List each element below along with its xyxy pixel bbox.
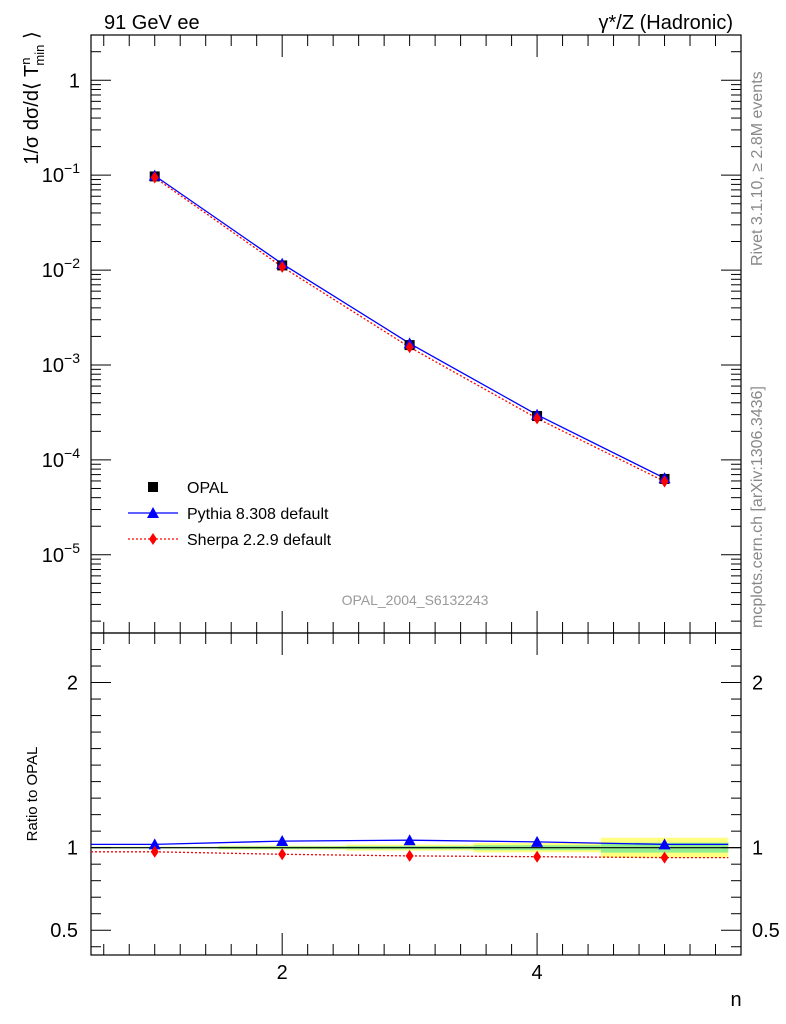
header-right-title: γ*/Z (Hadronic) (599, 12, 733, 34)
ratio-y-tick-label-right: 1 (752, 838, 763, 860)
main-y-axis-label: 1/σ dσ/d⟨ Tnmin ⟩ (18, 31, 47, 165)
ratio-x-tick-label: 4 (532, 962, 543, 984)
ratio-y-axis-label: Ratio to OPAL (24, 747, 41, 842)
sherpa-point (533, 412, 542, 425)
ratio-y-tick-label-left: 2 (67, 673, 78, 695)
ratio-y-tick-label-right: 0.5 (752, 920, 780, 942)
ratio-x-tick-label: 2 (277, 962, 288, 984)
ratio-series-layer (91, 834, 729, 864)
main-y-tick-label: 1 (69, 70, 80, 92)
legend-label: Sherpa 2.2.9 default (187, 532, 332, 549)
ratio-sherpa-point (660, 851, 669, 864)
sherpa-point (405, 341, 414, 354)
ratio-pythia-point (276, 835, 289, 847)
ratio-pythia-point (658, 838, 671, 850)
ratio-y-tick-label-left: 1 (67, 838, 78, 860)
x-axis-label: n (730, 989, 741, 1011)
header-left-title: 91 GeV ee (104, 12, 200, 34)
sherpa-line (154, 176, 665, 482)
ratio-y-tick-label-right: 2 (752, 673, 763, 695)
main-y-tick-label: 10−3 (42, 350, 80, 377)
pythia-line (154, 175, 665, 479)
legend-label: Pythia 8.308 default (187, 506, 329, 523)
analysis-label: OPAL_2004_S6132243 (342, 592, 489, 608)
svg-text:1/σ dσ/d⟨ Tnmin ⟩: 1/σ dσ/d⟨ Tnmin ⟩ (18, 31, 47, 165)
legend-label: OPAL (187, 480, 229, 497)
sherpa-point (660, 475, 669, 488)
legend-pythia-marker (147, 507, 159, 518)
ratio-y-tick-label-left: 0.5 (50, 920, 78, 942)
legend: OPAL Pythia 8.308 default Sherpa 2.2.9 def… (128, 480, 332, 549)
ratio-sherpa-point (405, 849, 414, 862)
mcplots-credit-label: mcplots.cern.ch [arXiv:1306.3436] (749, 386, 766, 628)
main-y-tick-label: 10−2 (42, 255, 80, 282)
sherpa-point (150, 171, 159, 184)
sherpa-point (278, 260, 287, 273)
legend-opal-marker (148, 482, 158, 492)
ratio-panel-frame (90, 632, 742, 956)
ratio-pythia-point (531, 835, 544, 847)
ratio-pythia-point (403, 834, 416, 846)
main-series-layer (148, 169, 671, 488)
ratio-sherpa-point (533, 850, 542, 863)
rivet-version-label: Rivet 3.1.10, ≥ 2.8M events (749, 71, 766, 266)
ratio-sherpa-point (278, 848, 287, 861)
ratio-sherpa-point (150, 845, 159, 858)
ratio-axis-ticks: 0.5 0.5 1 1 2 2 2 4 (50, 633, 780, 984)
main-y-tick-label: 10−4 (42, 445, 80, 472)
main-axis-ticks: 1 10−1 10−2 10−3 10−4 10−5 (42, 34, 741, 633)
ratio-pythia-point (148, 838, 161, 850)
main-y-tick-label: 10−1 (42, 160, 80, 187)
main-y-tick-label: 10−5 (42, 540, 80, 567)
legend-sherpa-marker (149, 533, 157, 545)
